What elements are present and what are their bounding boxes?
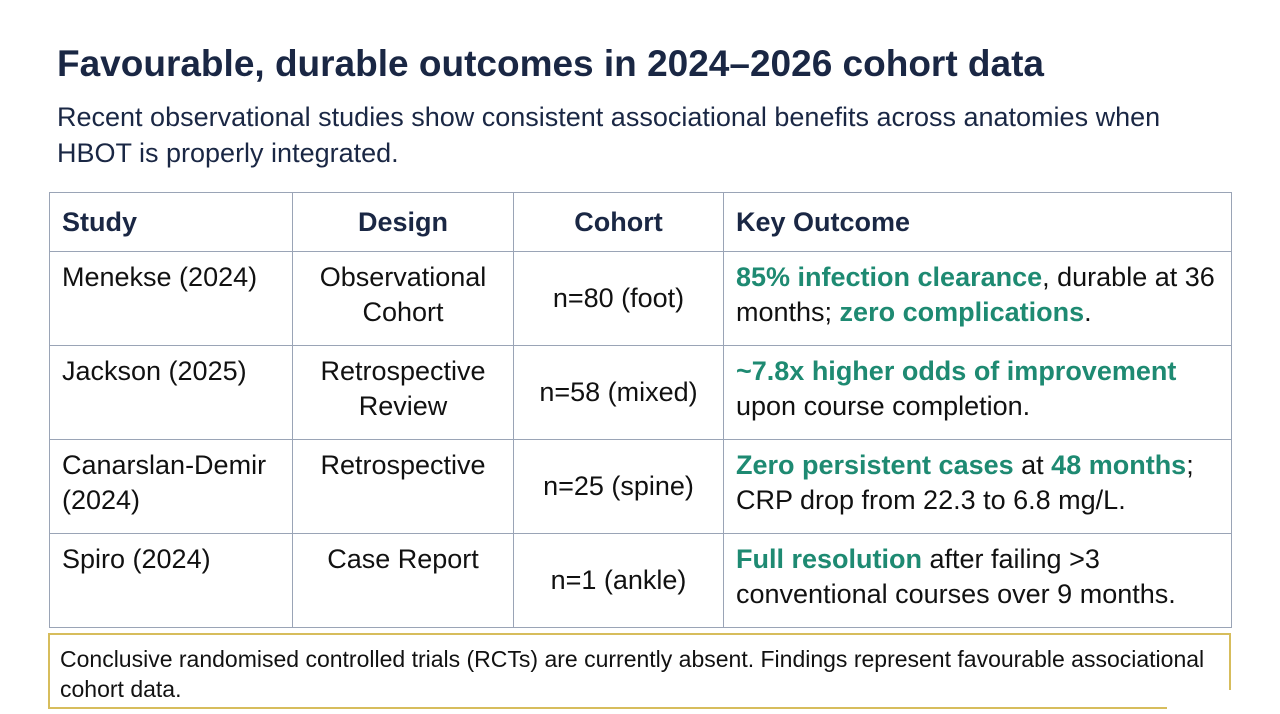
cell-design: Case Report	[292, 533, 514, 628]
outcome-text: , durable at 36 months;	[736, 262, 1215, 327]
table-row: Spiro (2024) Case Report n=1 (ankle) Ful…	[49, 533, 1232, 628]
header-study: Study	[49, 192, 293, 252]
header-key-outcome: Key Outcome	[723, 192, 1232, 252]
cell-study: Menekse (2024)	[49, 251, 293, 346]
cell-key-outcome: Zero persistent cases at 48 months; CRP …	[723, 439, 1232, 534]
cell-design: Retrospective Review	[292, 345, 514, 440]
studies-table: Study Design Cohort Key Outcome Menekse …	[49, 192, 1232, 628]
caveat-note: Conclusive randomised controlled trials …	[48, 633, 1231, 709]
outcome-text: ; CRP drop from 22.3 to 6.8 mg/L.	[736, 450, 1194, 515]
slide-subtitle: Recent observational studies show consis…	[57, 102, 1161, 168]
cell-key-outcome: Full resolution after failing >3 convent…	[723, 533, 1232, 628]
header-cohort: Cohort	[513, 192, 724, 252]
outcome-highlight: 85% infection clearance	[736, 262, 1043, 292]
cell-study: Spiro (2024)	[49, 533, 293, 628]
cell-cohort: n=1 (ankle)	[513, 533, 724, 628]
cell-study: Canarslan-Demir (2024)	[49, 439, 293, 534]
note-border-gap	[1167, 690, 1237, 714]
outcome-highlight: zero complications	[839, 297, 1085, 327]
cell-key-outcome: 85% infection clearance, durable at 36 m…	[723, 251, 1232, 346]
cell-key-outcome: ~7.8x higher odds of improvement upon co…	[723, 345, 1232, 440]
outcome-text: .	[1084, 297, 1092, 327]
table-row: Menekse (2024) Observational Cohort n=80…	[49, 251, 1232, 346]
outcome-highlight: Full resolution	[736, 544, 922, 574]
table-row: Canarslan-Demir (2024) Retrospective n=2…	[49, 439, 1232, 534]
cell-cohort: n=80 (foot)	[513, 251, 724, 346]
cell-design: Observational Cohort	[292, 251, 514, 346]
outcome-text: at	[1013, 450, 1052, 480]
outcome-text: upon course completion.	[736, 391, 1031, 421]
table-row: Jackson (2025) Retrospective Review n=58…	[49, 345, 1232, 440]
cell-design: Retrospective	[292, 439, 514, 534]
table-header-row: Study Design Cohort Key Outcome	[49, 192, 1232, 252]
outcome-text: after failing >3 conventional courses ov…	[736, 544, 1176, 609]
outcome-highlight: Zero persistent cases	[736, 450, 1014, 480]
header-design: Design	[292, 192, 514, 252]
cell-cohort: n=58 (mixed)	[513, 345, 724, 440]
cell-study: Jackson (2025)	[49, 345, 293, 440]
cell-cohort: n=25 (spine)	[513, 439, 724, 534]
outcome-highlight: ~7.8x higher odds of improvement	[736, 356, 1177, 386]
slide-title: Favourable, durable outcomes in 2024–202…	[57, 43, 1045, 84]
outcome-highlight: 48 months	[1051, 450, 1187, 480]
